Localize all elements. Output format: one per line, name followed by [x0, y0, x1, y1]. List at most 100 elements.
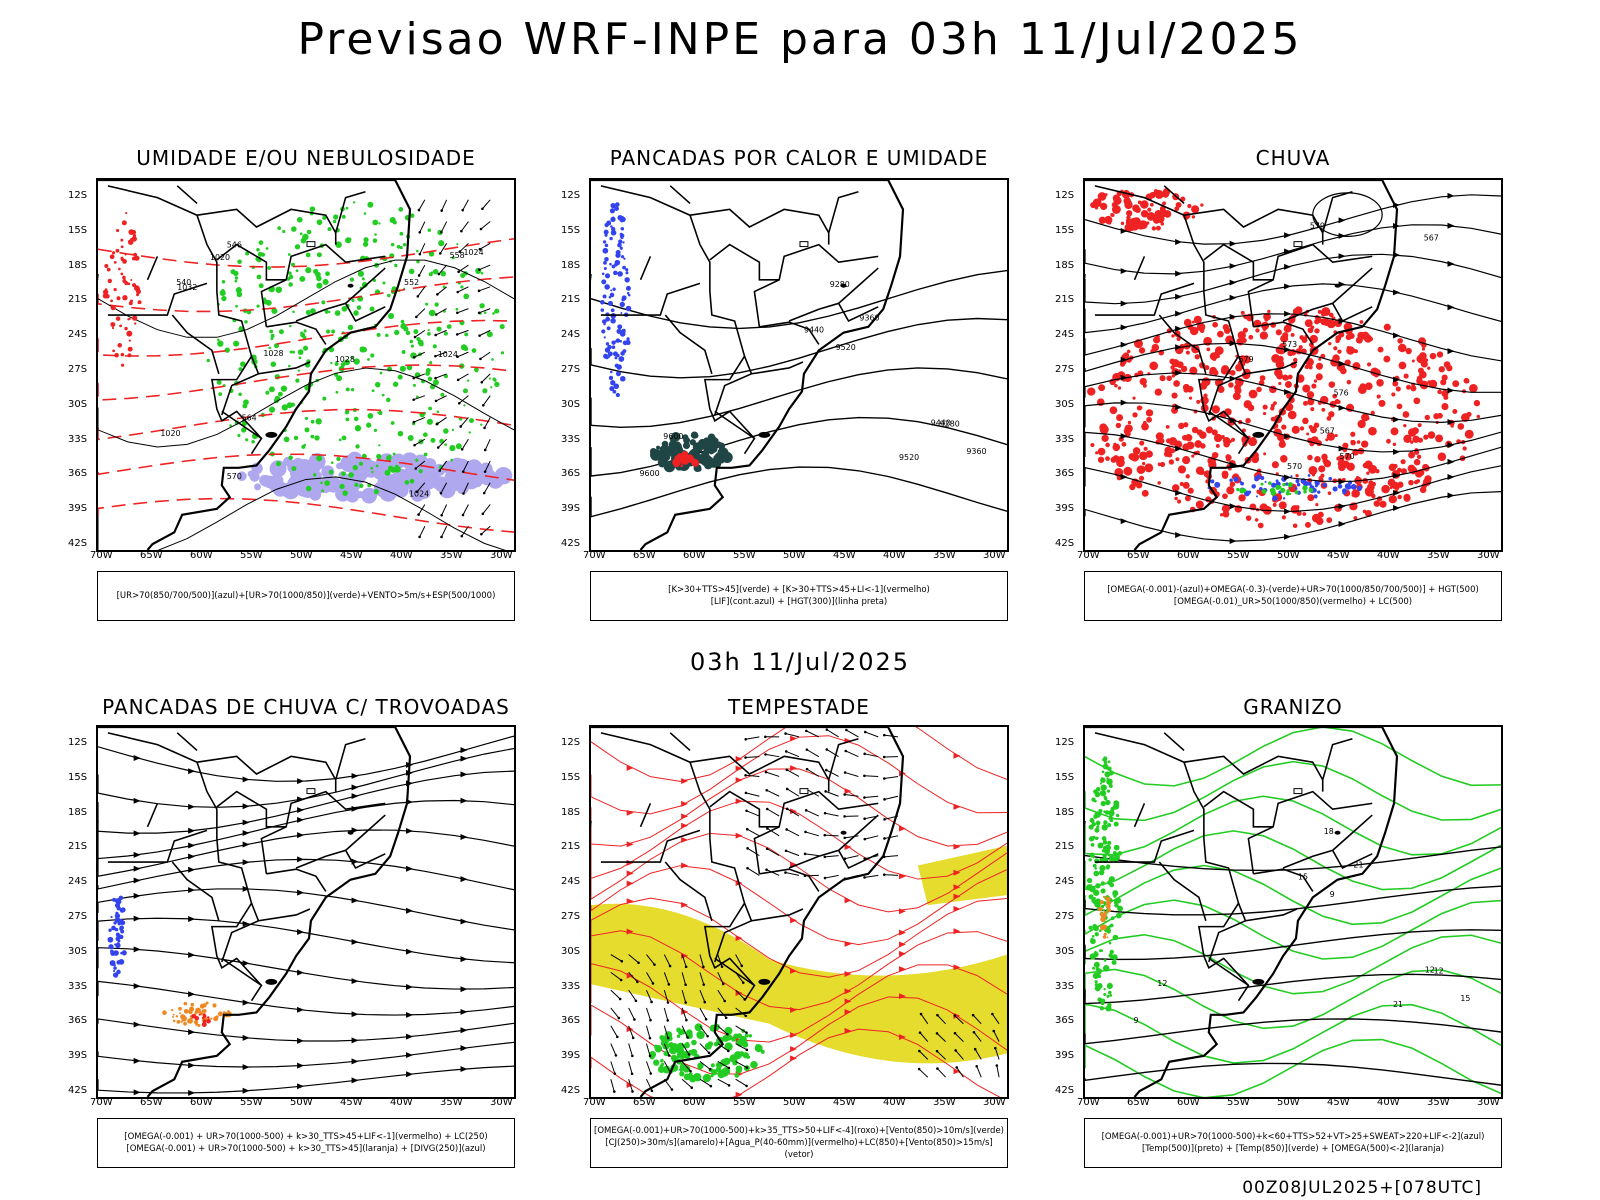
contour-label: 9280 [830, 280, 850, 289]
longitude-tick-label: 30W [490, 1097, 513, 1108]
longitude-tick-label: 55W [733, 1097, 756, 1108]
political-borders [591, 180, 905, 550]
contour-label: 570 [227, 472, 242, 481]
contour-label: 21 [1353, 860, 1363, 869]
latitude-tick-label: 21S [1055, 841, 1075, 853]
longitude-tick-label: 50W [1277, 550, 1300, 561]
contour-label: 9360 [859, 313, 879, 322]
contour-label: 564 [242, 413, 257, 422]
contour-label: 9440 [804, 325, 824, 334]
thickness-red [98, 237, 514, 533]
latitude-tick-label: 33S [1055, 433, 1075, 445]
longitude-tick-label: 70W [90, 550, 113, 561]
forecast-time-label: 03h 11/Jul/2025 [689, 648, 911, 676]
latitude-tick-label: 27S [1055, 364, 1075, 375]
political-borders [591, 727, 905, 1097]
longitude-tick-label: 65W [1127, 550, 1150, 561]
forecast-map-2: 9600 9520 9440 9360 9280 9520 9440 9360 9280 9600 [589, 178, 1009, 552]
longitude-tick-label: 70W [583, 1097, 606, 1108]
latitude-tick-label: 39S [561, 1050, 581, 1062]
omega-orange [1098, 895, 1112, 939]
wind-vectors [412, 199, 491, 539]
legend-line: [CJ(250)>30m/s](amarelo)+[Agua_P(40-60mm… [605, 1138, 993, 1160]
political-borders [98, 727, 412, 1097]
jet-yellow [591, 845, 1007, 1064]
latitude-tick-label: 39S [1055, 1050, 1075, 1062]
contour-label: 15 [1460, 994, 1470, 1003]
legend-line: [UR>70(850/700/500)](azul)+[UR>70(1000/8… [116, 591, 496, 601]
legend-line: [OMEGA(-0.001)+UR>70(1000-500)+k>35_TTS>… [594, 1126, 1004, 1136]
contour-label: 9600 [663, 432, 683, 441]
contour-label: 9 [1134, 1016, 1139, 1025]
legend-line: [OMEGA(-0.001)+UR>70(1000-500)+k<60+TTS>… [1101, 1132, 1485, 1142]
latitude-tick-label: 12S [68, 190, 88, 201]
longitude-tick-label: 60W [1177, 1097, 1200, 1108]
contour-label: 1028 [335, 355, 355, 364]
panel-legend: [K>30+TTS>45](verde) + [K>30+TTS>45+LI<-… [590, 571, 1008, 621]
longitude-tick-label: 70W [583, 550, 606, 561]
latitude-tick-label: 24S [68, 329, 88, 341]
longitude-tick-label: 35W [1427, 1097, 1450, 1108]
latitude-tick-label: 27S [68, 911, 88, 922]
latitude-tick-label: 27S [561, 911, 581, 922]
latitude-tick-label: 36S [1055, 468, 1075, 480]
contour-label: 1024 [438, 350, 458, 359]
longitude-tick-label: 35W [933, 1097, 956, 1108]
latitude-tick-label: 12S [561, 737, 581, 748]
contour-labels: 579 573 570 567 579 576 570 567 [1239, 221, 1439, 470]
forecast-map-5 [589, 725, 1009, 1099]
contour-label: 567 [1424, 233, 1439, 242]
contour-label: 9280 [940, 419, 960, 428]
instability-red [672, 450, 700, 468]
humidity-green [206, 201, 505, 496]
contour-label: 9440 [931, 418, 951, 427]
political-borders [1085, 180, 1399, 550]
longitude-tick-label: 60W [190, 1097, 213, 1108]
latitude-tick-label: 36S [68, 1015, 88, 1027]
rain-red-north [1090, 188, 1204, 233]
contour-label: 12 [1434, 966, 1444, 975]
latitude-tick-label: 15S [561, 771, 581, 783]
contour-label: 1032 [177, 283, 197, 292]
contour-label: 567 [1320, 426, 1335, 435]
longitude-tick-label: 65W [633, 550, 656, 561]
latitude-tick-label: 12S [561, 190, 581, 201]
convection-red [191, 1013, 211, 1027]
latitude-tick-label: 12S [1055, 737, 1075, 748]
longitude-tick-label: 45W [833, 1097, 856, 1108]
latitude-tick-label: 15S [561, 224, 581, 236]
contour-label: 570 [1340, 452, 1355, 461]
streamlines-250 [98, 735, 514, 1096]
latitude-tick-label: 30S [561, 398, 581, 410]
latitude-tick-label: 15S [68, 224, 88, 236]
contour-label: 1024 [463, 248, 483, 257]
panel-title: GRANIZO [1243, 695, 1343, 719]
wind-vectors-north [744, 728, 899, 880]
forecast-map-4 [96, 725, 516, 1099]
contour-label: 9360 [966, 447, 986, 456]
longitude-tick-label: 45W [833, 550, 856, 561]
legend-line: [OMEGA(-0.001) + UR>70(1000-500) + k>30_… [124, 1132, 488, 1142]
latitude-tick-label: 24S [561, 876, 581, 888]
latitude-tick-label: 21S [561, 294, 581, 306]
contour-label: 12 [1425, 965, 1435, 974]
longitude-tick-label: 30W [983, 550, 1006, 561]
contour-labels: 12 9 12 15 18 21 15 21 12 9 [1134, 827, 1471, 1025]
latitude-tick-label: 21S [1055, 294, 1075, 306]
streamlines-500 [1085, 192, 1501, 545]
latitude-tick-label: 18S [68, 806, 88, 818]
political-borders [98, 180, 412, 550]
panel-legend: [OMEGA(-0.001)+UR>70(1000-500)+k<60+TTS>… [1084, 1118, 1502, 1168]
temp-850-green [1085, 727, 1501, 1097]
contour-labels: 1020 1024 1028 1024 1020 1032 1028 570 564 558 552… [160, 240, 483, 498]
longitude-tick-label: 60W [190, 550, 213, 561]
contour-label: 1028 [263, 349, 283, 358]
latitude-tick-label: 18S [1055, 806, 1075, 818]
latitude-tick-label: 24S [561, 329, 581, 341]
panel-legend: [OMEGA(-0.001)-(azul)+OMEGA(-0.3)-(verde… [1084, 571, 1502, 621]
latitude-tick-label: 12S [1055, 190, 1075, 201]
contour-label: 9520 [899, 453, 919, 462]
latitude-tick-label: 30S [68, 398, 88, 410]
longitude-tick-label: 30W [983, 1097, 1006, 1108]
streamlines-850 [591, 727, 1007, 1097]
